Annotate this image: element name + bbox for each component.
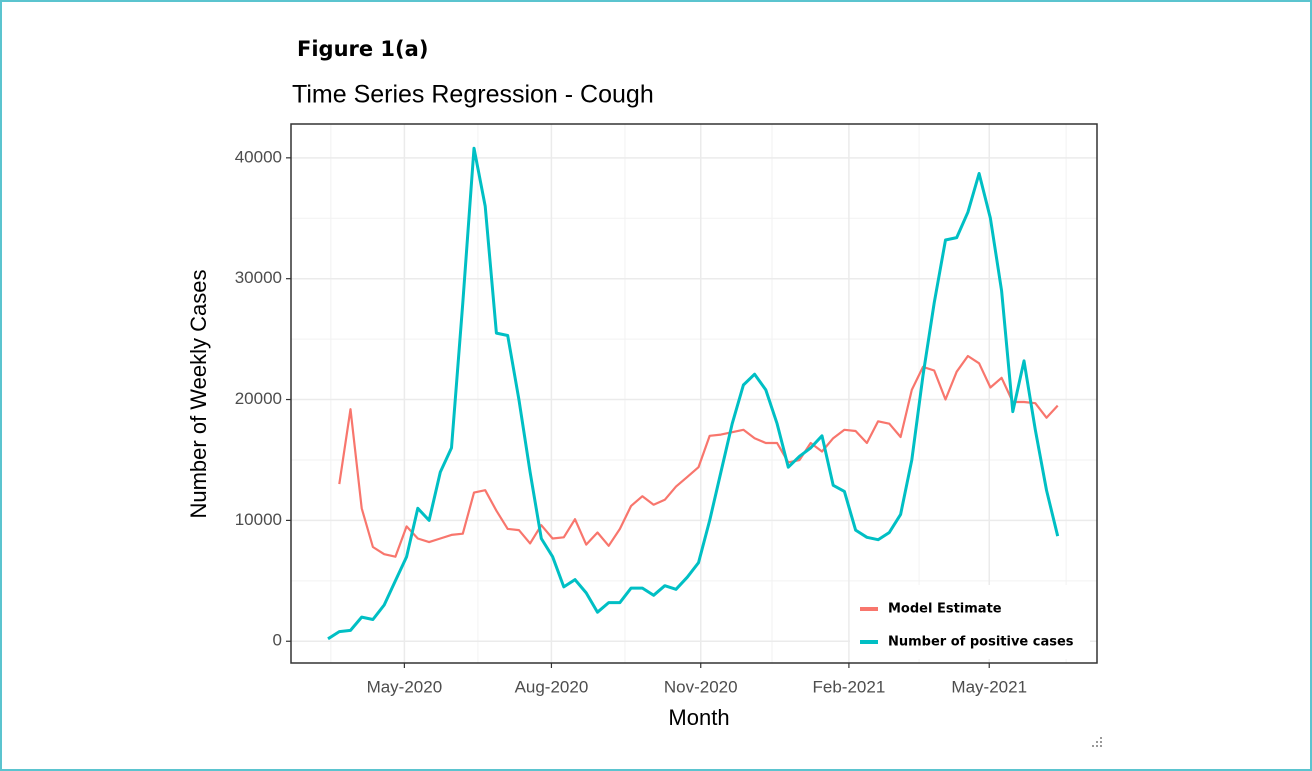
y-tick-label: 0 bbox=[273, 631, 282, 650]
chart-title: Time Series Regression - Cough bbox=[292, 81, 654, 109]
x-tick-label: Feb-2021 bbox=[813, 677, 886, 696]
y-tick-label: 30000 bbox=[235, 268, 282, 287]
x-axis-title: Month bbox=[668, 705, 729, 730]
resize-grip bbox=[1092, 737, 1102, 747]
legend-label: Model Estimate bbox=[888, 602, 1002, 617]
legend-background bbox=[850, 585, 1090, 659]
x-tick-label: Nov-2020 bbox=[664, 677, 738, 696]
y-tick-label: 40000 bbox=[235, 147, 282, 166]
legend-label: Number of positive cases bbox=[888, 635, 1074, 650]
line bbox=[338, 354, 1059, 558]
y-tick-label: 20000 bbox=[235, 389, 282, 408]
y-axis-title: Number of Weekly Cases bbox=[186, 269, 211, 518]
y-tick-label: 10000 bbox=[235, 510, 282, 529]
x-tick-label: May-2020 bbox=[367, 677, 443, 696]
figure-label: Figure 1(a) bbox=[297, 37, 428, 61]
plot-background bbox=[291, 124, 1097, 663]
x-tick-label: May-2021 bbox=[951, 677, 1027, 696]
x-tick-label: Aug-2020 bbox=[515, 677, 589, 696]
plot-border bbox=[290, 123, 1098, 664]
line bbox=[327, 146, 1060, 641]
